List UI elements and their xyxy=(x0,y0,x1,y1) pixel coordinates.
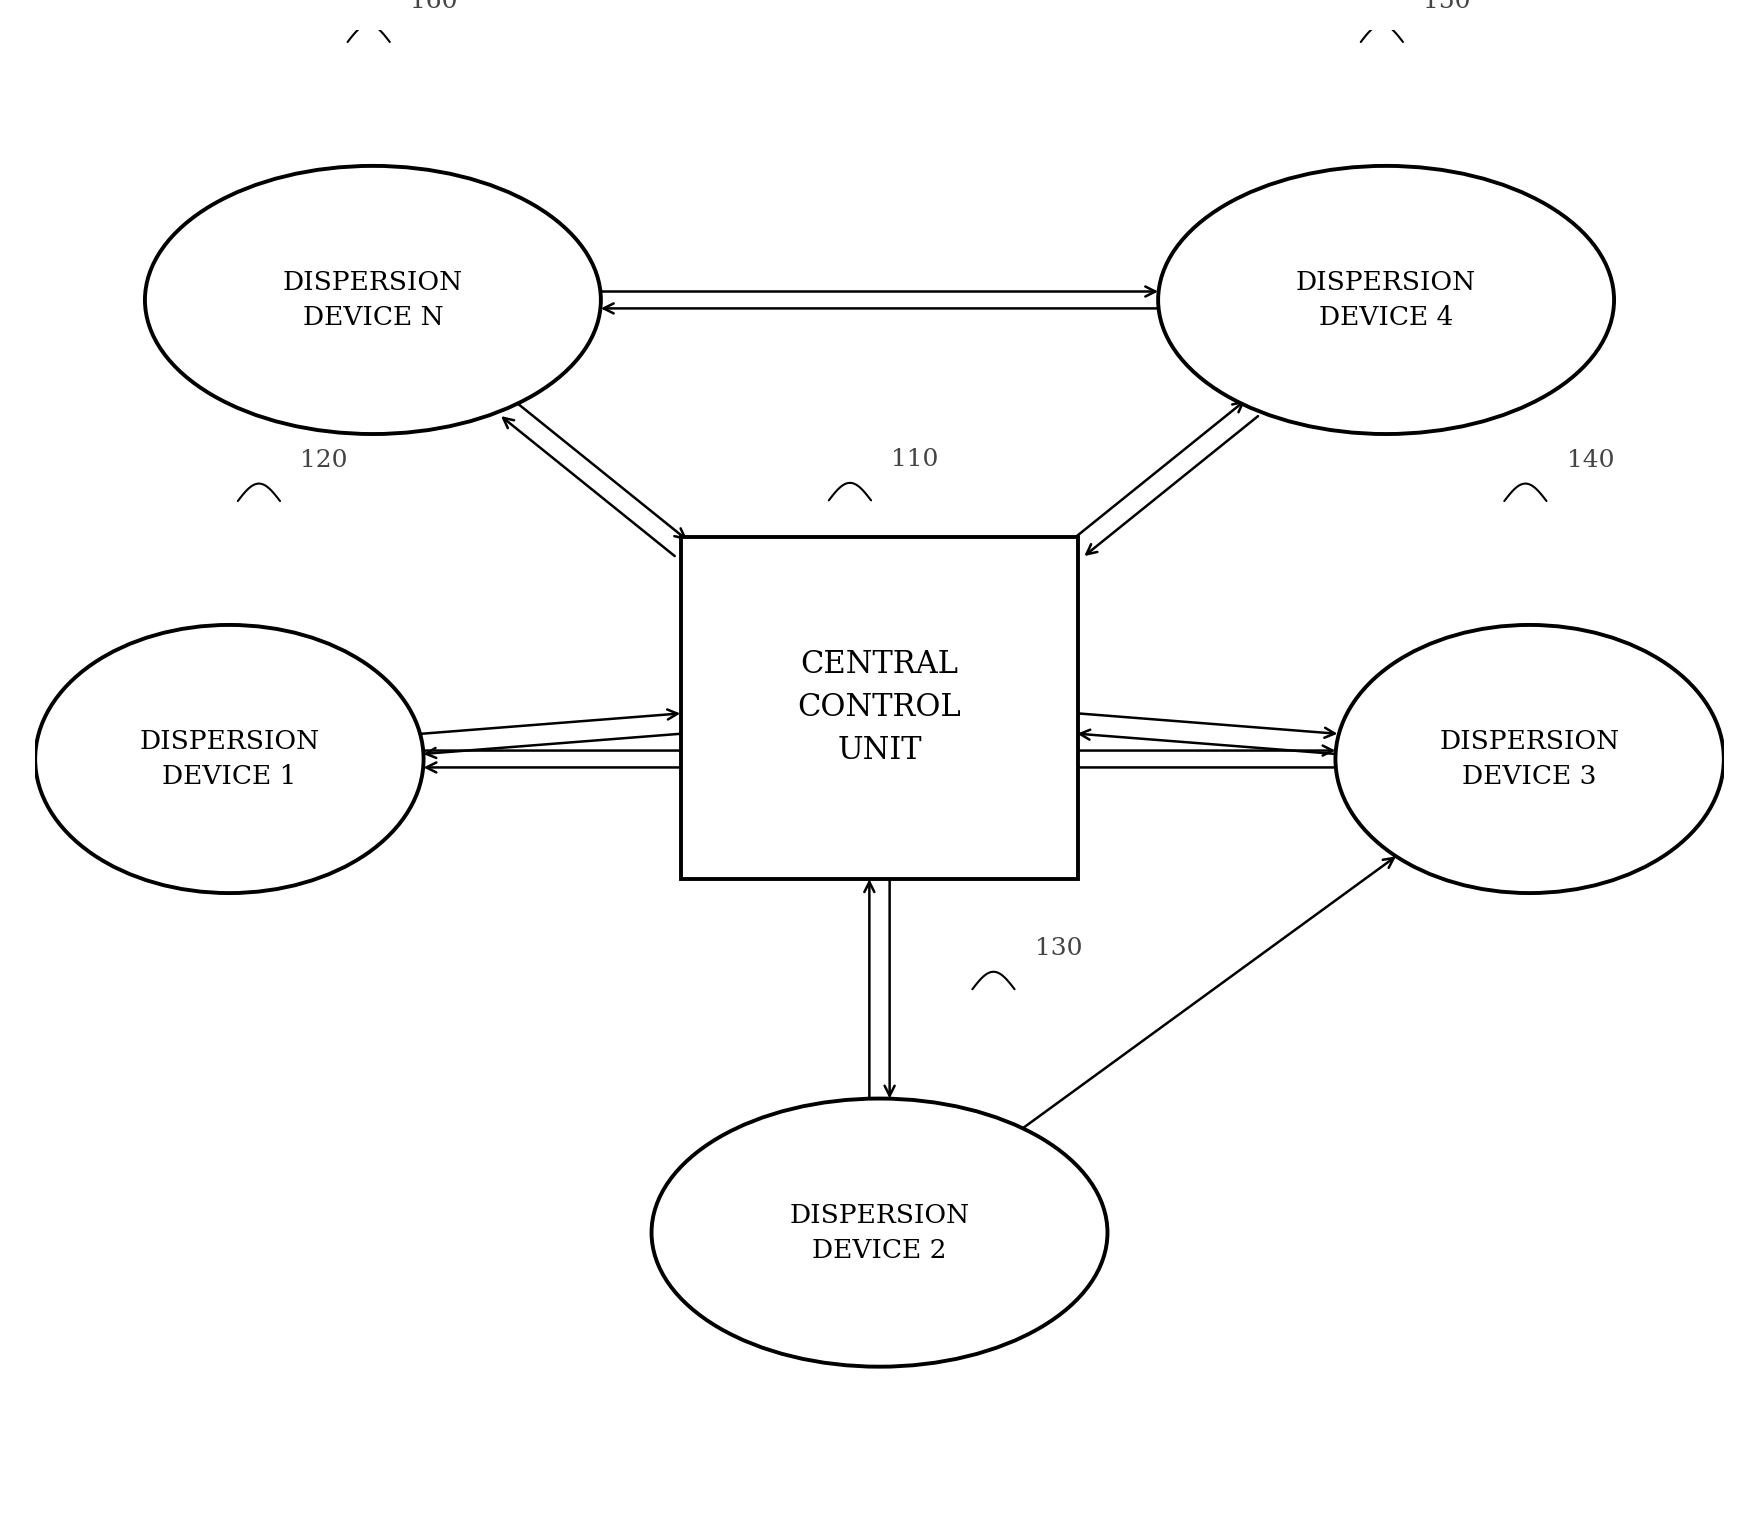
Text: DISPERSION
DEVICE 3: DISPERSION DEVICE 3 xyxy=(1439,729,1620,789)
FancyArrowPatch shape xyxy=(514,401,686,539)
Text: DISPERSION
DEVICE 2: DISPERSION DEVICE 2 xyxy=(790,1202,969,1263)
Text: 150: 150 xyxy=(1423,0,1471,12)
FancyArrowPatch shape xyxy=(885,879,895,1096)
Ellipse shape xyxy=(1157,165,1615,434)
Text: DISPERSION
DEVICE 1: DISPERSION DEVICE 1 xyxy=(139,729,320,789)
FancyArrowPatch shape xyxy=(503,417,675,556)
FancyArrowPatch shape xyxy=(1022,858,1393,1128)
Text: DISPERSION
DEVICE N: DISPERSION DEVICE N xyxy=(283,270,463,329)
Ellipse shape xyxy=(651,1099,1108,1366)
Text: CENTRAL
CONTROL
UNIT: CENTRAL CONTROL UNIT xyxy=(797,650,962,767)
FancyArrowPatch shape xyxy=(603,304,1157,313)
Text: 140: 140 xyxy=(1567,449,1615,472)
FancyArrowPatch shape xyxy=(422,709,677,733)
Bar xyxy=(681,537,1078,879)
FancyArrowPatch shape xyxy=(1087,416,1258,554)
Text: 120: 120 xyxy=(301,449,348,472)
FancyArrowPatch shape xyxy=(1071,402,1244,540)
FancyArrowPatch shape xyxy=(1080,730,1335,754)
Text: 130: 130 xyxy=(1034,937,1082,959)
Text: 160: 160 xyxy=(410,0,457,12)
FancyArrowPatch shape xyxy=(426,762,1335,773)
Ellipse shape xyxy=(144,165,602,434)
Text: DISPERSION
DEVICE 4: DISPERSION DEVICE 4 xyxy=(1296,270,1476,329)
Text: 110: 110 xyxy=(892,448,939,471)
FancyArrowPatch shape xyxy=(864,882,874,1099)
FancyArrowPatch shape xyxy=(1078,713,1335,738)
Ellipse shape xyxy=(1335,625,1724,893)
FancyArrowPatch shape xyxy=(426,733,682,757)
FancyArrowPatch shape xyxy=(424,745,1333,756)
FancyArrowPatch shape xyxy=(602,287,1156,296)
Ellipse shape xyxy=(35,625,424,893)
